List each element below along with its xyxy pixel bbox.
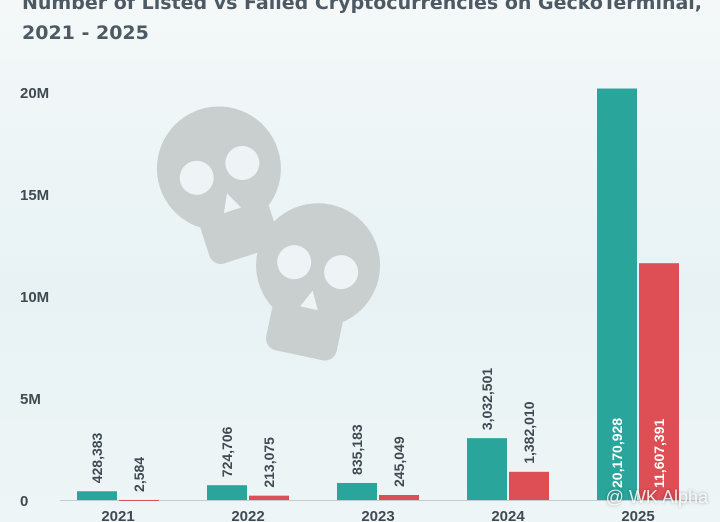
y-axis: 0 5M 10M 15M 20M	[20, 85, 700, 510]
bar-value-label: 1,382,010	[521, 401, 537, 463]
skull-eye	[179, 160, 214, 195]
y-tick-label: 20M	[20, 85, 49, 102]
x-tick-label: 2021	[101, 508, 134, 522]
bar-failed	[249, 495, 289, 500]
x-tick-label: 2023	[361, 508, 394, 522]
bar-value-label: 2,584	[131, 457, 147, 492]
y-tick-label: 10M	[20, 289, 49, 306]
skull-eye	[225, 145, 260, 180]
bar-failed	[119, 499, 159, 501]
skull-nose	[223, 193, 242, 214]
bar-value-label: 11,607,391	[651, 418, 667, 488]
y-tick-label: 5M	[20, 391, 41, 408]
bar-value-label: 724,706	[219, 426, 235, 477]
bar-value-label: 428,383	[89, 432, 105, 483]
bar-listed	[337, 482, 377, 500]
skull-shape	[156, 106, 281, 264]
skull-eye	[324, 255, 359, 290]
bar-listed	[207, 485, 247, 500]
skull-shape	[256, 203, 381, 361]
y-tick-label: 15M	[20, 187, 49, 204]
bar-value-label: 213,075	[261, 437, 277, 488]
bar-listed	[467, 438, 507, 500]
bar-listed	[77, 491, 117, 500]
skull-cranium	[156, 106, 281, 231]
bar-listed	[597, 88, 637, 501]
bar-value-label: 835,183	[349, 424, 365, 475]
bar-value-label: 245,049	[391, 436, 407, 487]
x-tick-label: 2022	[231, 508, 264, 522]
bar-failed	[379, 495, 419, 500]
bar-failed	[509, 471, 549, 500]
bars-layer: 428,383 724,706 835,183 3,032,501 20,170,928…	[77, 88, 679, 501]
y-tick-label: 0	[20, 493, 28, 510]
watermark: @ WK Alpha	[605, 487, 708, 507]
bar-failed	[639, 263, 679, 500]
skull-jaw	[265, 299, 343, 361]
skull-nose	[300, 290, 318, 311]
x-axis: 2021 2022 2023 2024 2025	[101, 508, 654, 522]
x-tick-label: 2025	[621, 508, 654, 522]
bar-value-label: 3,032,501	[479, 368, 495, 430]
skull-eye	[277, 245, 312, 280]
x-tick-label: 2024	[491, 508, 525, 522]
skull-illustration	[156, 106, 381, 361]
bar-value-label: 20,170,928	[609, 418, 625, 488]
skull-cranium	[256, 203, 381, 328]
chart-title-line2: 2021 - 2025	[22, 22, 149, 44]
chart-title-line1: Number of Listed vs Failed Cryptocurrenc…	[22, 0, 703, 14]
chart-title: Number of Listed vs Failed Cryptocurrenc…	[22, 0, 702, 48]
